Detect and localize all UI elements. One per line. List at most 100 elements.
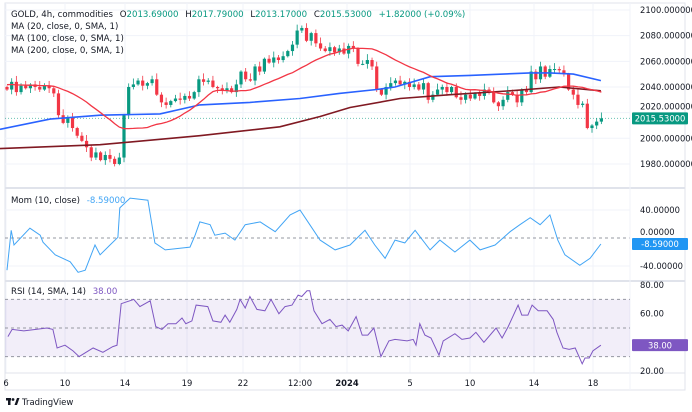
- candle[interactable]: [10, 78, 14, 95]
- candle[interactable]: [38, 81, 42, 92]
- candle[interactable]: [192, 90, 196, 100]
- candle[interactable]: [337, 44, 341, 55]
- candle[interactable]: [450, 85, 454, 95]
- candle[interactable]: [248, 73, 252, 82]
- candle[interactable]: [314, 29, 318, 47]
- candle[interactable]: [89, 144, 93, 162]
- candle[interactable]: [253, 64, 257, 86]
- candle[interactable]: [155, 73, 159, 96]
- candle[interactable]: [80, 132, 84, 143]
- candle[interactable]: [5, 85, 9, 91]
- ma20-line[interactable]: [6, 47, 602, 130]
- candle[interactable]: [599, 112, 603, 125]
- candle[interactable]: [150, 75, 154, 86]
- ma100-line[interactable]: [0, 72, 602, 131]
- candle[interactable]: [230, 85, 234, 94]
- candle[interactable]: [164, 97, 168, 109]
- candle[interactable]: [75, 126, 79, 139]
- candle[interactable]: [178, 92, 182, 105]
- candle[interactable]: [389, 77, 393, 91]
- candle[interactable]: [440, 84, 444, 95]
- candle[interactable]: [272, 51, 276, 68]
- candle[interactable]: [595, 118, 599, 130]
- candle[interactable]: [94, 147, 98, 160]
- rsi-pane[interactable]: [7, 290, 602, 365]
- candle[interactable]: [309, 31, 313, 46]
- candle[interactable]: [52, 86, 56, 97]
- candle[interactable]: [141, 75, 145, 91]
- rsi-line[interactable]: [7, 290, 602, 365]
- candle[interactable]: [70, 113, 75, 132]
- price-pane[interactable]: [0, 23, 630, 167]
- candle[interactable]: [333, 45, 337, 56]
- candle[interactable]: [290, 41, 295, 56]
- candle[interactable]: [131, 78, 135, 90]
- candle[interactable]: [187, 91, 192, 101]
- candle[interactable]: [552, 63, 557, 74]
- candle[interactable]: [407, 78, 412, 91]
- candle[interactable]: [534, 69, 538, 85]
- candle[interactable]: [361, 60, 365, 66]
- candle[interactable]: [347, 43, 351, 59]
- candle[interactable]: [267, 55, 271, 64]
- candle[interactable]: [42, 83, 47, 91]
- candle[interactable]: [108, 149, 112, 163]
- ma200-line[interactable]: [0, 86, 601, 150]
- candle[interactable]: [183, 93, 187, 104]
- candle[interactable]: [281, 51, 285, 63]
- candle[interactable]: [417, 81, 421, 91]
- candle[interactable]: [14, 75, 18, 96]
- candle[interactable]: [300, 25, 304, 33]
- candle[interactable]: [239, 70, 243, 89]
- candle[interactable]: [445, 82, 449, 96]
- candle[interactable]: [342, 42, 346, 55]
- candle[interactable]: [468, 89, 472, 101]
- ma200-legend[interactable]: MA (200, close, 0, SMA, 1): [11, 46, 124, 56]
- candle[interactable]: [201, 73, 206, 86]
- candle[interactable]: [370, 57, 374, 71]
- candle[interactable]: [47, 80, 51, 94]
- tradingview-logo[interactable]: TradingView: [6, 398, 73, 408]
- candle[interactable]: [482, 83, 486, 100]
- legend[interactable]: GOLD, 4h, commodities O2013.69000 H2017.…: [11, 10, 465, 297]
- candle[interactable]: [356, 47, 360, 67]
- candle[interactable]: [421, 78, 426, 95]
- candle[interactable]: [286, 49, 290, 58]
- momentum-legend[interactable]: Mom (10, close): [11, 196, 80, 206]
- candle[interactable]: [426, 81, 430, 104]
- rsi-legend[interactable]: RSI (14, SMA, 14): [11, 287, 86, 297]
- candle[interactable]: [435, 83, 440, 96]
- candle[interactable]: [244, 67, 248, 82]
- candle[interactable]: [211, 75, 215, 89]
- symbol-label[interactable]: GOLD, 4h, commodities: [11, 10, 114, 20]
- candle[interactable]: [576, 88, 580, 109]
- candle[interactable]: [585, 98, 589, 130]
- candle[interactable]: [122, 113, 126, 163]
- ma20-legend[interactable]: MA (20, close, 0, SMA, 1): [11, 22, 118, 32]
- candle[interactable]: [548, 65, 552, 78]
- candle[interactable]: [234, 79, 238, 97]
- candle[interactable]: [365, 54, 369, 69]
- ma100-legend[interactable]: MA (100, close, 0, SMA, 1): [11, 34, 124, 44]
- candle[interactable]: [220, 84, 224, 95]
- candle[interactable]: [136, 78, 140, 86]
- candle[interactable]: [258, 61, 262, 76]
- candle[interactable]: [515, 89, 519, 108]
- candle[interactable]: [351, 41, 355, 53]
- candle[interactable]: [520, 88, 524, 106]
- candle[interactable]: [375, 61, 379, 92]
- candle[interactable]: [103, 151, 107, 165]
- candle[interactable]: [295, 24, 299, 49]
- candle[interactable]: [206, 78, 210, 85]
- candle[interactable]: [197, 75, 201, 97]
- candle[interactable]: [318, 37, 323, 51]
- candle[interactable]: [225, 82, 229, 94]
- candle[interactable]: [173, 94, 178, 103]
- candle[interactable]: [581, 101, 585, 108]
- candle[interactable]: [562, 65, 566, 77]
- candle[interactable]: [84, 134, 89, 153]
- candle[interactable]: [276, 55, 281, 64]
- candle[interactable]: [159, 92, 164, 108]
- candle[interactable]: [113, 156, 117, 167]
